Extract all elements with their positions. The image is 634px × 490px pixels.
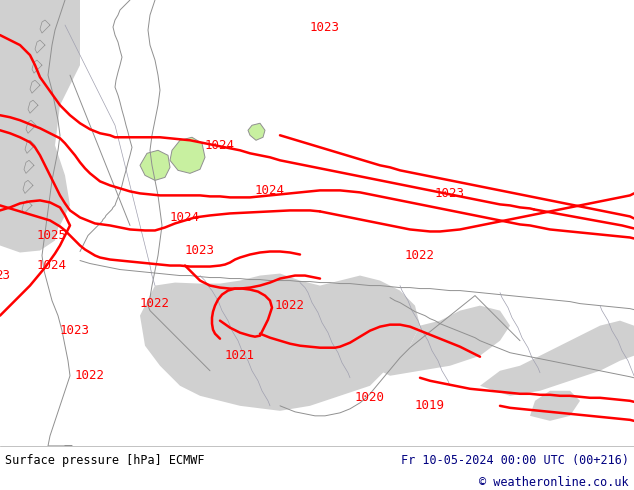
Polygon shape [140,150,170,180]
Polygon shape [140,273,420,411]
Text: © weatheronline.co.uk: © weatheronline.co.uk [479,476,629,489]
Text: 1023: 1023 [435,187,465,200]
Text: 23: 23 [0,269,11,282]
Text: 1020: 1020 [355,392,385,404]
Text: 1024: 1024 [205,139,235,152]
Text: 1024: 1024 [37,259,67,272]
Text: 1024: 1024 [255,184,285,197]
Text: 1023: 1023 [185,244,215,257]
Text: 1025: 1025 [37,229,67,242]
Text: 1022: 1022 [140,297,170,310]
Text: 1021: 1021 [225,349,255,362]
Polygon shape [480,320,634,396]
Polygon shape [248,123,265,140]
Text: 1023: 1023 [60,324,90,337]
Polygon shape [0,0,80,236]
Text: 1022: 1022 [275,299,305,312]
Polygon shape [370,306,510,376]
Text: Surface pressure [hPa] ECMWF: Surface pressure [hPa] ECMWF [5,454,205,466]
Text: Fr 10-05-2024 00:00 UTC (00+216): Fr 10-05-2024 00:00 UTC (00+216) [401,454,629,466]
Polygon shape [0,185,60,252]
Text: 1022: 1022 [405,249,435,262]
Text: 1024: 1024 [170,211,200,224]
Text: 1022: 1022 [75,369,105,382]
Polygon shape [530,391,580,421]
Polygon shape [170,137,205,173]
Text: 1019: 1019 [415,399,445,412]
Text: 1023: 1023 [310,21,340,33]
